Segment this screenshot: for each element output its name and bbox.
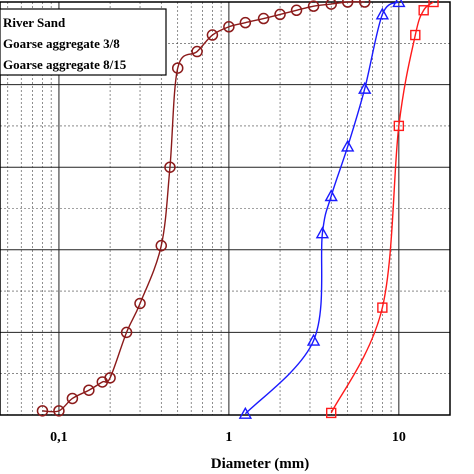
series-2 — [326, 0, 439, 419]
data-point-triangle — [340, 139, 355, 152]
data-point-square — [377, 302, 388, 313]
data-point-circle — [155, 239, 168, 252]
data-point-square — [326, 407, 337, 419]
series-0 — [36, 0, 371, 417]
data-point-circle — [36, 405, 49, 417]
x-ticks: 0,1 1 10 — [50, 430, 406, 445]
data-point-circle — [164, 161, 176, 173]
data-point-triangle — [315, 226, 330, 239]
data-point-circle — [171, 62, 184, 74]
data-point-square — [418, 5, 429, 16]
x-tick-label: 0,1 — [50, 430, 68, 445]
x-tick-label: 1 — [225, 430, 232, 445]
data-point-circle — [325, 0, 337, 10]
data-point-circle — [53, 405, 65, 417]
data-point-triangle — [358, 81, 372, 94]
data-point-circle — [83, 384, 95, 396]
data-point-circle — [307, 0, 320, 12]
data-point-circle — [191, 45, 203, 58]
data-point-circle — [104, 372, 116, 384]
legend-label-coarse-8-15: Goarse aggregate 8/15 — [3, 57, 127, 72]
data-point-circle — [120, 326, 133, 339]
series-line — [244, 1, 400, 415]
data-point-circle — [290, 4, 303, 17]
data-point-square — [393, 120, 405, 132]
series-1 — [238, 0, 406, 419]
plot-frame — [0, 1, 451, 416]
series-line — [42, 1, 365, 413]
legend: River Sand Goarse aggregate 3/8 Goarse a… — [0, 8, 167, 76]
data-point-square — [428, 0, 439, 8]
x-tick-label: 10 — [392, 430, 406, 445]
legend-label-river-sand: River Sand — [3, 15, 66, 30]
data-point-triangle — [306, 333, 321, 346]
data-point-circle — [223, 21, 235, 33]
x-axis-title: Diameter (mm) — [211, 456, 309, 472]
data-point-triangle — [375, 7, 390, 20]
data-point-triangle — [238, 406, 253, 419]
data-point-triangle — [392, 0, 406, 8]
data-point-circle — [274, 8, 286, 21]
data-point-circle — [239, 16, 252, 29]
series-layer — [36, 0, 439, 419]
data-point-circle — [66, 392, 79, 405]
data-point-circle — [206, 29, 219, 41]
data-point-circle — [358, 0, 371, 8]
data-point-circle — [257, 12, 270, 25]
legend-box — [0, 8, 167, 76]
plot-border — [0, 1, 451, 416]
data-point-square — [410, 29, 421, 41]
series-line — [330, 1, 434, 414]
data-point-triangle — [324, 189, 338, 202]
data-point-circle — [134, 297, 146, 310]
legend-label-coarse-3-8: Goarse aggregate 3/8 — [3, 36, 120, 51]
data-point-circle — [341, 0, 354, 8]
